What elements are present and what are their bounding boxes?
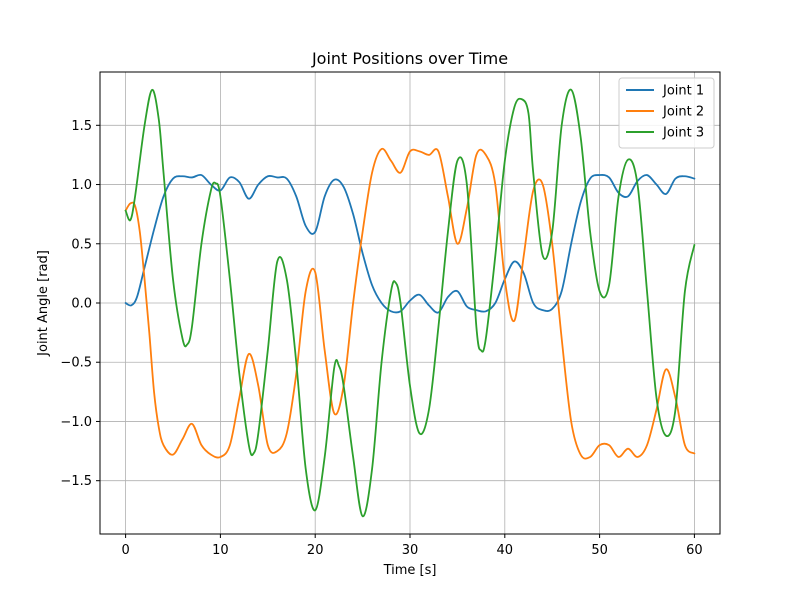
legend-box — [618, 77, 715, 149]
x-axis-label: Time [s] — [383, 563, 437, 578]
y-tick-label: 1.0 — [71, 178, 92, 193]
legend-label-joint-2: Joint 2 — [662, 105, 704, 120]
x-tick-label: 50 — [591, 543, 608, 558]
x-tick-label: 20 — [307, 543, 324, 558]
series-line-joint-3 — [124, 88, 696, 518]
x-tick-label: 0 — [121, 543, 129, 558]
series-line-joint-2 — [124, 147, 696, 460]
y-tick-label: 0.5 — [71, 237, 92, 252]
ticks: 0 10 20 30 40 50 60 −1.5 −1.0 −0.5 0.0 0.5 1.0 1.5 — [60, 119, 702, 558]
series-group — [124, 88, 696, 518]
y-tick-label: 1.5 — [71, 119, 92, 134]
grid — [100, 72, 720, 534]
y-axis-label: Joint Angle [rad] — [36, 250, 51, 357]
legend-label-joint-3: Joint 3 — [662, 126, 704, 141]
y-tick-label: −1.5 — [60, 474, 92, 489]
y-tick-label: 0.0 — [71, 297, 92, 312]
y-tick-label: −1.0 — [60, 415, 92, 430]
chart-title: Joint Positions over Time — [311, 49, 508, 68]
legend: Joint 1 Joint 2 Joint 3 — [618, 77, 715, 149]
x-tick-label: 30 — [402, 543, 419, 558]
x-tick-label: 40 — [497, 543, 514, 558]
legend-label-joint-1: Joint 1 — [662, 84, 704, 99]
x-tick-label: 10 — [212, 543, 229, 558]
x-tick-label: 60 — [686, 543, 703, 558]
y-tick-label: −0.5 — [60, 356, 92, 371]
